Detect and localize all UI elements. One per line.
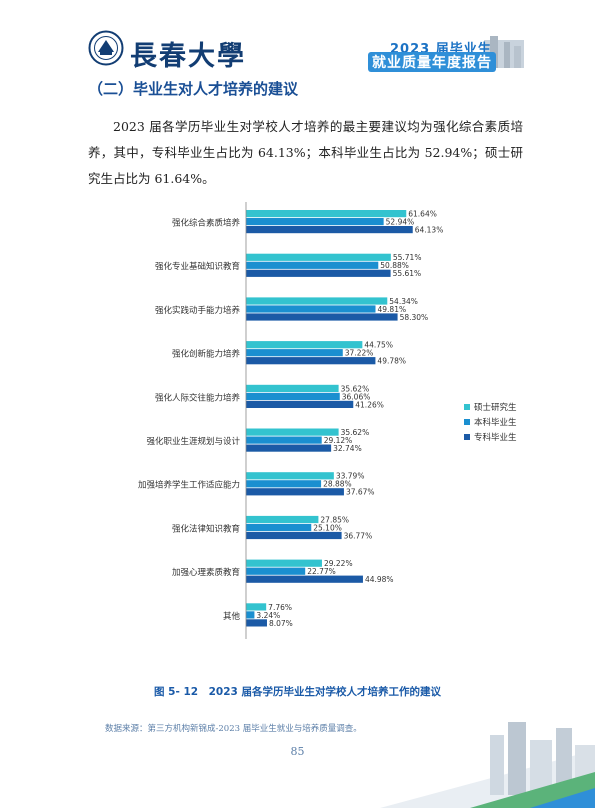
bar-本科毕业生 [246, 567, 306, 575]
bar-本科毕业生 [246, 611, 255, 619]
bar-专科毕业生 [246, 575, 363, 583]
bar-本科毕业生 [246, 349, 343, 357]
bar-硕士研究生 [246, 559, 322, 567]
bar-专科毕业生 [246, 531, 342, 540]
bar-value-label: 61.64% [408, 210, 437, 219]
bar-value-label: 28.88% [323, 480, 352, 489]
bar-value-label: 44.98% [365, 575, 394, 584]
bar-value-label: 22.77% [307, 567, 336, 576]
legend-label: 硕士研究生 [474, 402, 517, 413]
bar-专科毕业生 [246, 269, 391, 277]
university-seal-icon [88, 30, 124, 66]
bar-value-label: 36.06% [342, 392, 371, 401]
data-source-note: 数据来源：第三方机构新锦成-2023 届毕业生就业与培养质量调查。 [105, 724, 362, 734]
bar-value-label: 35.62% [341, 428, 370, 437]
category-label: 强化人际交往能力培养 [155, 392, 241, 403]
bar-value-label: 44.75% [364, 341, 393, 350]
bar-硕士研究生 [246, 384, 339, 392]
bar-value-label: 41.26% [355, 400, 384, 409]
bar-value-label: 33.79% [336, 472, 365, 481]
bar-value-label: 50.88% [380, 261, 409, 270]
bar-本科毕业生 [246, 261, 379, 269]
bar-value-label: 49.81% [378, 305, 407, 314]
category-label: 其他 [223, 611, 241, 622]
bar-本科毕业生 [246, 480, 322, 488]
bar-value-label: 37.22% [345, 349, 374, 358]
suggestions-bar-chart: 强化综合素质培养 61.64%52.94%64.13% 强化专业基础知识教育 55.7… [138, 202, 517, 639]
bar-硕士研究生 [246, 472, 334, 480]
category-label: 加强培养学生工作适应能力 [138, 480, 240, 491]
bar-专科毕业生 [246, 400, 354, 408]
bar-value-label: 54.34% [389, 297, 418, 306]
bar-硕士研究生 [246, 515, 319, 524]
bar-本科毕业生 [246, 305, 376, 313]
bar-value-label: 64.13% [415, 226, 444, 235]
bar-value-label: 8.07% [269, 619, 293, 628]
page-number: 85 [290, 745, 305, 758]
legend-swatch [464, 404, 470, 410]
bar-本科毕业生 [246, 436, 322, 444]
bar-value-label: 32.74% [333, 444, 362, 453]
legend-label: 专科毕业生 [474, 432, 517, 443]
bar-value-label: 58.30% [400, 313, 429, 322]
bar-专科毕业生 [246, 488, 344, 496]
bar-专科毕业生 [246, 226, 413, 234]
bar-硕士研究生 [246, 297, 388, 305]
legend-swatch [464, 419, 470, 425]
bar-value-label: 36.77% [344, 531, 373, 540]
bar-专科毕业生 [246, 444, 332, 452]
bar-value-label: 55.61% [393, 269, 422, 278]
figure-caption: 图 5- 12 2023 届各学历毕业生对学校人才培养工作的建议 [154, 686, 441, 698]
bar-硕士研究生 [246, 253, 391, 261]
legend-swatch [464, 434, 470, 440]
bar-value-label: 55.71% [393, 253, 422, 262]
page-header: 長春大學 2023 届毕业生 就业质量年度报告 [0, 0, 595, 80]
section-heading: （二）毕业生对人才培养的建议 [88, 80, 299, 98]
category-label: 强化专业基础知识教育 [155, 261, 240, 272]
category-label: 加强心理素质教育 [172, 567, 240, 578]
category-label: 强化综合素质培养 [172, 218, 241, 229]
bar-本科毕业生 [246, 218, 384, 226]
bar-value-label: 3.24% [256, 611, 280, 620]
bar-value-label: 27.85% [320, 515, 349, 524]
bar-硕士研究生 [246, 428, 339, 436]
bar-value-label: 37.67% [346, 488, 375, 497]
category-label: 强化法律知识教育 [172, 523, 240, 534]
body-paragraph: 2023 届各学历毕业生对学校人才培养的最主要建议均为强化综合素质培养，其中，专… [88, 119, 523, 186]
bar-value-label: 25.10% [313, 523, 342, 532]
campus-skyline-decoration [380, 722, 595, 808]
university-logo-text: 長春大學 [130, 41, 246, 72]
bar-value-label: 29.12% [324, 436, 353, 445]
category-label: 强化创新能力培养 [172, 349, 241, 360]
bar-专科毕业生 [246, 313, 398, 321]
category-label: 强化实践动手能力培养 [155, 305, 241, 316]
bar-value-label: 7.76% [268, 603, 292, 612]
legend-label: 本科毕业生 [474, 417, 517, 428]
bar-本科毕业生 [246, 392, 340, 400]
bar-硕士研究生 [246, 341, 363, 349]
bar-value-label: 29.22% [324, 559, 353, 568]
bar-专科毕业生 [246, 619, 267, 627]
badge-title-text: 就业质量年度报告 [368, 52, 496, 72]
bar-value-label: 35.62% [341, 384, 370, 393]
bar-专科毕业生 [246, 357, 376, 365]
bar-value-label: 52.94% [386, 218, 415, 227]
bar-硕士研究生 [246, 603, 267, 611]
bar-本科毕业生 [246, 523, 312, 532]
bar-value-label: 49.78% [377, 357, 406, 366]
category-label: 强化职业生涯规划与设计 [146, 436, 240, 447]
bar-硕士研究生 [246, 210, 407, 218]
